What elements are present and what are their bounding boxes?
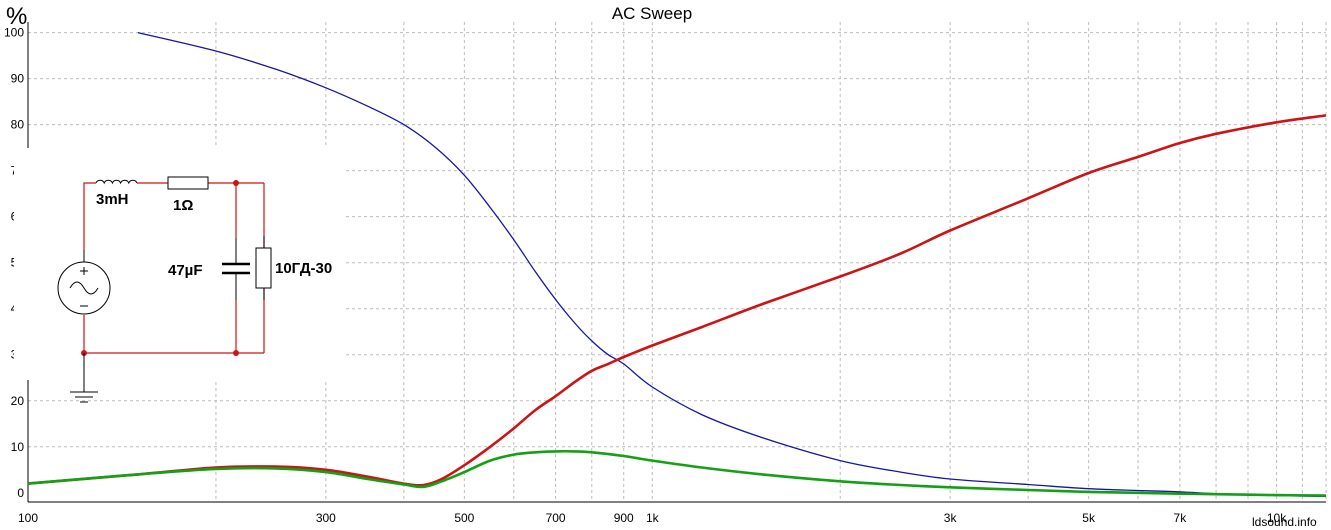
chart-title: AC Sweep [612,4,692,23]
watermark: ldsound.info [1252,515,1317,529]
y-tick-label: 90 [11,72,25,86]
x-tick-label: 300 [316,511,336,525]
x-tick-label: 3k [944,511,958,525]
x-tick-label: 700 [546,511,566,525]
x-tick-label: 5k [1082,511,1096,525]
y-tick-label: 80 [11,118,25,132]
circuit-schematic: 3mH 1Ω 47µF 10ГД-30 [14,148,344,403]
x-tick-label: 10k [1267,511,1287,525]
speaker-label: 10ГД-30 [275,260,332,277]
x-tick-label: 900 [614,511,634,525]
resistor-symbol [167,176,209,190]
inductor-symbol [95,179,138,185]
x-tick-label: 500 [454,511,474,525]
y-tick-label: 20 [11,394,25,408]
y-axis-unit: % [6,3,27,30]
inductor-label: 3mH [96,191,129,208]
y-tick-label: 0 [17,486,24,500]
capacitor-label: 47µF [168,262,203,279]
speaker-symbol [255,247,272,289]
x-tick-label: 100 [18,511,38,525]
series-line-2 [27,114,1327,487]
series-line-3 [27,449,1327,497]
x-tick-label: 7k [1174,511,1188,525]
resistor-label: 1Ω [173,197,193,214]
y-tick-label: 100 [4,26,24,40]
y-tick-label: 10 [11,440,25,454]
series-layer [27,31,1327,498]
series-line-1 [137,31,1327,498]
x-tick-label: 1k [646,511,660,525]
